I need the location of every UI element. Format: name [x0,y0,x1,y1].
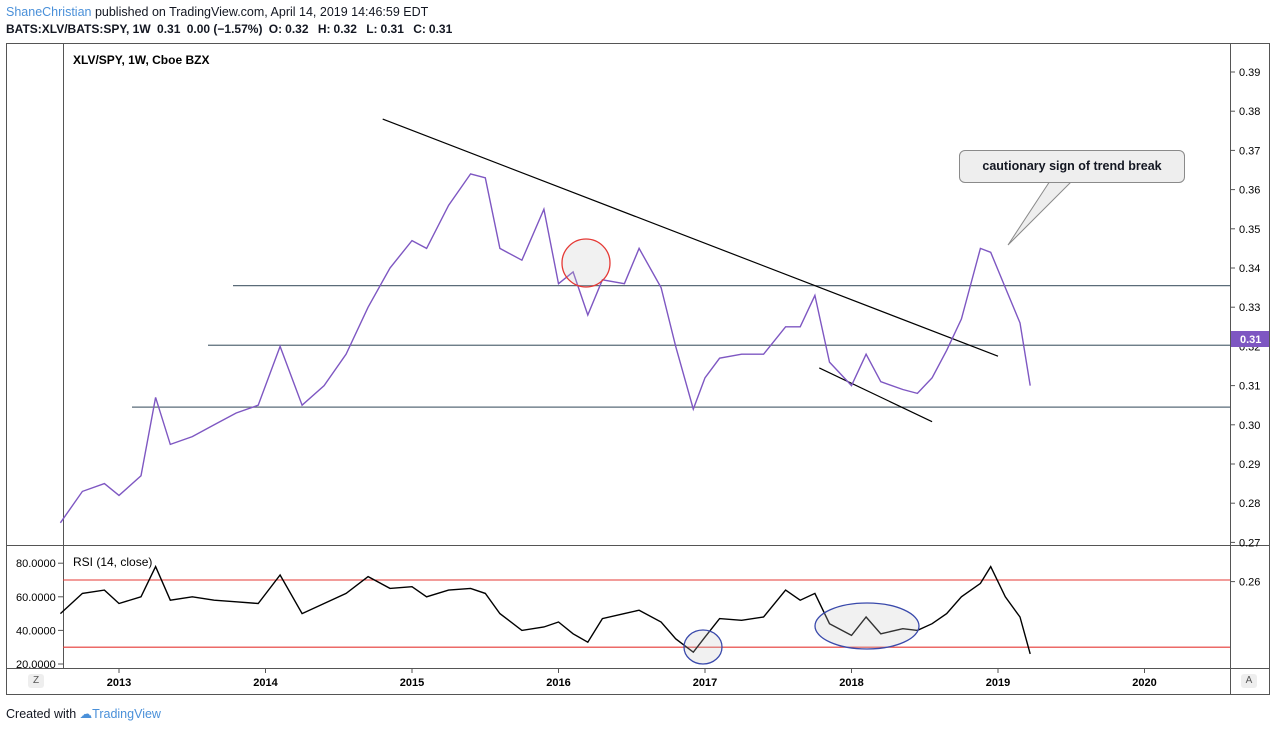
last-value: 0.31 [157,22,181,36]
price-tick-label: 0.37 [1239,145,1260,157]
rsi-tick-label: 40.0000 [16,625,56,637]
open-value: O: 0.32 [268,22,309,36]
zoom-button[interactable]: Z [28,674,44,688]
rsi-tick-label: 80.0000 [16,558,56,570]
time-tick-label: 2019 [986,677,1010,689]
time-tick-label: 2015 [400,677,424,689]
tradingview-logo[interactable]: ☁TradingView [79,707,161,721]
price-tick-label: 0.28 [1239,498,1260,510]
callout-pointer [1007,180,1074,246]
time-tick-label: 2017 [693,677,717,689]
close-value: C: 0.31 [413,22,453,36]
chart-frame [6,43,1270,695]
price-tick-label: 0.38 [1239,106,1260,118]
publish-info: ShaneChristian published on TradingView.… [6,5,428,19]
price-series-line [59,173,1031,524]
rsi-pane-title: RSI (14, close) [73,555,152,569]
time-tick-label: 2016 [546,677,570,689]
tradingview-logo-icon: ☁ [79,707,93,721]
price-tick-label: 0.35 [1239,224,1260,236]
blue-highlight-circle-2017 [683,629,723,665]
trendline [819,367,933,423]
blue-highlight-circle-2018 [814,602,920,650]
time-tick-label: 2018 [839,677,863,689]
high-value: H: 0.32 [317,22,357,36]
footer-created-with: Created with [6,707,77,721]
rsi-tick-label: 20.0000 [16,659,56,671]
time-tick-label: 2020 [1132,677,1156,689]
rsi-tick-label: 60.0000 [16,592,56,604]
rsi-series-line [59,564,1031,655]
price-pane-title: XLV/SPY, 1W, Cboe BZX [73,53,209,67]
time-tick-label: 2013 [107,677,131,689]
footer-credit: Created with ☁TradingView [6,706,161,721]
trend-break-callout[interactable]: cautionary sign of trend break [959,150,1185,183]
symbol-label: BATS:XLV/BATS:SPY, 1W [6,22,151,36]
trendline [382,118,999,357]
price-tick-label: 0.30 [1239,420,1260,432]
price-tick-label: 0.31 [1239,381,1260,393]
price-tick-label: 0.34 [1239,263,1260,275]
ohlc-bar: BATS:XLV/BATS:SPY, 1W 0.31 0.00 (−1.57%)… [6,22,458,36]
low-value: L: 0.31 [366,22,404,36]
last-price-badge [1231,331,1269,347]
price-tick-label: 0.39 [1239,67,1260,79]
time-tick-label: 2014 [253,677,278,689]
price-tick-label: 0.33 [1239,302,1260,314]
publish-text: published on TradingView.com, April 14, … [94,5,429,19]
auto-scale-button[interactable]: A [1241,674,1257,688]
red-highlight-circle [561,238,611,288]
price-tick-label: 0.36 [1239,185,1260,197]
author-link[interactable]: ShaneChristian [6,5,92,19]
change-value: 0.00 (−1.57%) [186,22,263,36]
price-tick-label: 0.26 [1239,577,1260,589]
last-price-badge-label: 0.31 [1240,334,1261,346]
price-tick-label: 0.29 [1239,459,1260,471]
price-tick-label: 0.27 [1239,537,1260,549]
